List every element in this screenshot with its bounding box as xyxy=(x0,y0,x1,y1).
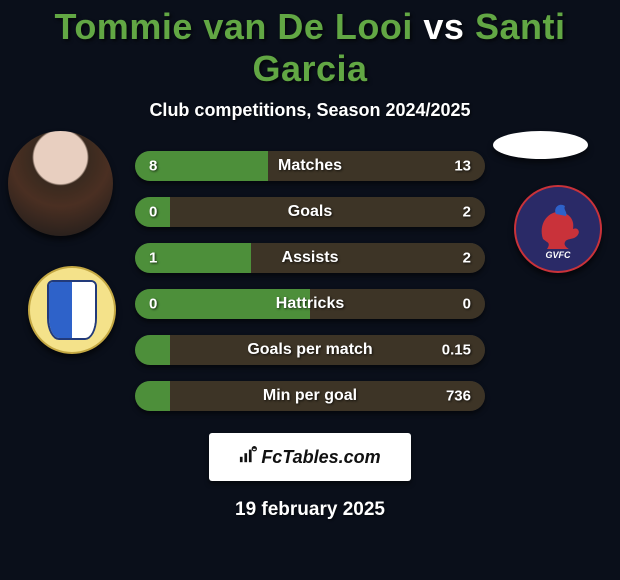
bar-left-value: 8 xyxy=(149,158,157,175)
player1-avatar xyxy=(8,131,113,236)
bar-label: Min per goal xyxy=(263,387,357,405)
date-label: 19 february 2025 xyxy=(0,499,620,521)
page-title: Tommie van De Looi vs Santi Garcia xyxy=(0,6,620,90)
fctables-label: FcTables.com xyxy=(261,447,380,468)
bar-left-value: 1 xyxy=(149,250,157,267)
title-vs: vs xyxy=(423,6,464,47)
bar-left-segment xyxy=(135,335,170,365)
bar-label: Goals xyxy=(288,203,332,221)
bar-row: 0 2 Goals xyxy=(135,197,485,227)
bar-right-value: 0.15 xyxy=(442,342,471,359)
bar-right-value: 2 xyxy=(463,204,471,221)
fctables-icon xyxy=(239,446,257,469)
club2-text: GVFC xyxy=(545,250,571,260)
title-player1: Tommie van De Looi xyxy=(55,6,413,47)
club2-rooster-icon: GVFC xyxy=(523,194,593,264)
club2-badge: GVFC xyxy=(514,185,602,273)
bar-row: 0 0 Hattricks xyxy=(135,289,485,319)
bar-right-value: 0 xyxy=(463,296,471,313)
bar-row: 1 2 Assists xyxy=(135,243,485,273)
bar-right-value: 2 xyxy=(463,250,471,267)
club1-badge xyxy=(28,266,116,354)
bar-left-value: 0 xyxy=(149,204,157,221)
bar-left-value: 0 xyxy=(149,296,157,313)
player2-avatar xyxy=(493,131,588,159)
bar-row: 736 Min per goal xyxy=(135,381,485,411)
fctables-badge: FcTables.com xyxy=(209,433,411,481)
bar-label: Goals per match xyxy=(247,341,372,359)
bar-row: 0.15 Goals per match xyxy=(135,335,485,365)
bar-label: Hattricks xyxy=(276,295,344,313)
bar-label: Assists xyxy=(282,249,339,267)
bar-left-segment xyxy=(135,381,170,411)
bar-label: Matches xyxy=(278,157,342,175)
bar-right-value: 13 xyxy=(454,158,471,175)
bar-row: 8 13 Matches xyxy=(135,151,485,181)
subtitle: Club competitions, Season 2024/2025 xyxy=(0,100,620,121)
club1-shield-icon xyxy=(47,280,97,340)
bar-right-value: 736 xyxy=(446,388,471,405)
